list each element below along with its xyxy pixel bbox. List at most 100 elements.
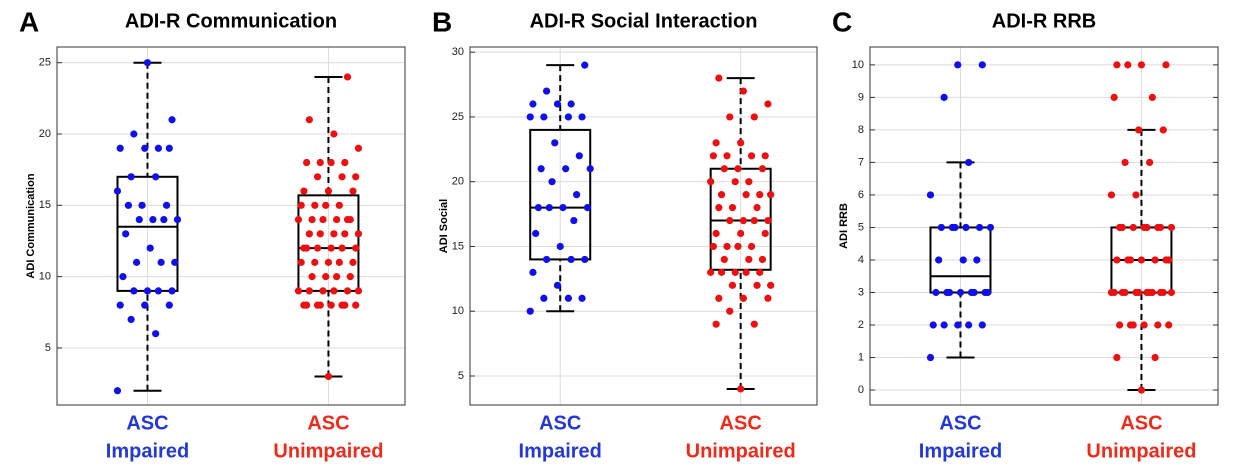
data-point (354, 287, 363, 295)
data-point (720, 165, 728, 173)
data-point (300, 187, 308, 195)
data-point (545, 204, 553, 212)
plot-frame (469, 46, 818, 406)
data-point (168, 287, 176, 295)
data-point (143, 287, 152, 295)
data-point (767, 191, 775, 199)
data-point (739, 294, 747, 302)
y-tick-label: 30 (452, 46, 464, 58)
data-point (333, 273, 341, 281)
data-point (567, 100, 575, 108)
data-point (322, 273, 330, 281)
data-point (354, 230, 363, 238)
y-tick-label: 20 (39, 128, 51, 140)
data-point (346, 273, 354, 281)
data-point (737, 229, 745, 238)
data-point (319, 287, 327, 295)
data-point (715, 204, 723, 212)
data-point (303, 244, 311, 252)
data-point (926, 191, 935, 199)
y-tick-label: 8 (858, 124, 864, 136)
data-point (553, 100, 562, 108)
data-point (173, 215, 182, 224)
data-point (330, 287, 338, 295)
data-point (726, 307, 734, 315)
data-point (734, 165, 742, 173)
data-point (728, 281, 737, 289)
data-point (341, 158, 349, 167)
data-point (548, 178, 556, 186)
data-point (709, 152, 717, 160)
data-point (165, 301, 173, 309)
data-point (712, 229, 720, 238)
data-point (324, 372, 333, 381)
data-point (723, 152, 731, 160)
y-tick-label: 15 (452, 240, 464, 252)
data-point (343, 73, 352, 81)
data-point (157, 258, 165, 266)
data-point (717, 268, 726, 276)
data-point (330, 230, 338, 238)
data-point (352, 173, 360, 181)
data-point (154, 144, 162, 152)
data-point (141, 301, 149, 309)
data-point (526, 307, 534, 315)
data-point (540, 294, 548, 302)
data-point (1159, 288, 1167, 297)
data-point (1121, 158, 1129, 167)
data-point (1140, 321, 1148, 329)
data-point (954, 61, 962, 69)
data-point (1151, 256, 1159, 264)
data-point (978, 321, 986, 329)
data-point (294, 287, 303, 295)
panel-label: A (19, 6, 39, 37)
data-point (940, 321, 948, 329)
data-point (1165, 256, 1173, 264)
data-point (130, 287, 138, 295)
data-point (532, 229, 540, 238)
data-point (1113, 256, 1121, 264)
data-point (343, 287, 352, 295)
data-point (570, 216, 578, 225)
data-point (116, 144, 124, 152)
data-point (338, 244, 346, 252)
data-point (756, 191, 764, 199)
data-point (1107, 191, 1116, 199)
data-point (962, 223, 970, 232)
data-point (926, 353, 935, 362)
data-point (764, 294, 772, 302)
data-point (1113, 353, 1121, 362)
data-point (578, 113, 586, 121)
y-tick-label: 7 (858, 156, 864, 168)
y-tick-label: 10 (39, 271, 51, 283)
data-point (984, 288, 992, 297)
data-point (313, 244, 322, 252)
data-point (341, 301, 349, 309)
data-point (534, 204, 543, 212)
data-point (959, 256, 967, 264)
data-point (954, 321, 962, 329)
data-point (734, 242, 742, 251)
data-point (113, 387, 122, 395)
data-point (124, 201, 132, 209)
data-point (305, 230, 313, 238)
y-tick-label: 25 (452, 111, 464, 123)
data-point (1132, 191, 1140, 199)
data-point (1159, 126, 1167, 134)
data-point (717, 191, 726, 199)
data-point (1124, 61, 1132, 69)
data-point (1165, 321, 1173, 329)
data-point (551, 139, 559, 147)
data-point (726, 216, 734, 225)
plot-area (57, 47, 405, 405)
box (297, 194, 360, 292)
x-category-label: ASC (720, 412, 762, 434)
data-point (707, 178, 715, 186)
data-point (581, 61, 589, 69)
y-tick-label: 5 (458, 370, 464, 382)
data-point (731, 268, 739, 276)
data-point (352, 301, 360, 309)
data-point (553, 281, 562, 289)
data-point (572, 191, 581, 199)
